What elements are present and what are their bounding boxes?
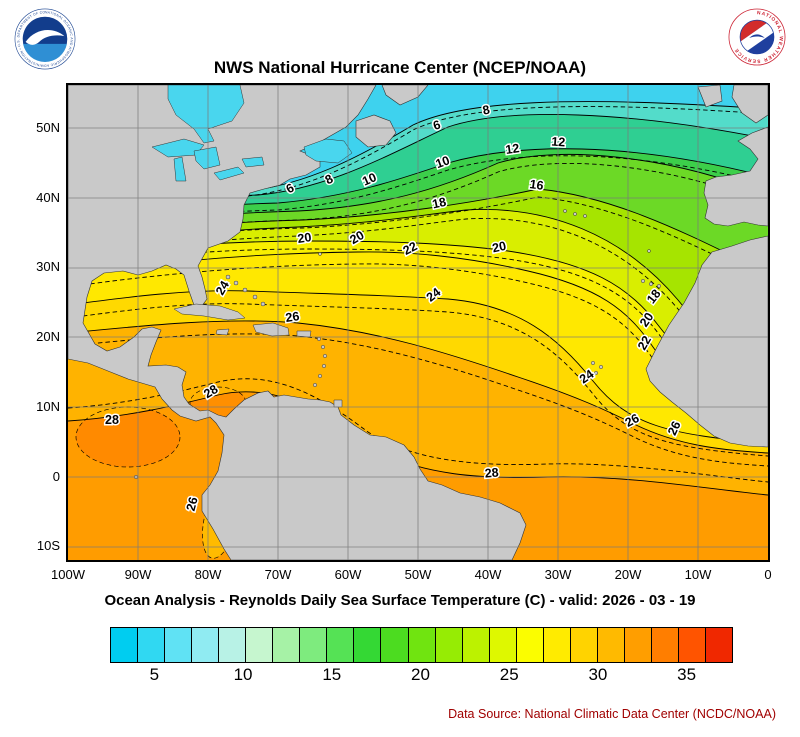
lake-huron bbox=[193, 146, 221, 170]
noaa-logo-svg: NATIONAL OCEANIC AND ATMOSPHERIC ADMINIS… bbox=[14, 8, 76, 70]
colorbar-cell bbox=[516, 628, 544, 662]
puerto-rico bbox=[296, 330, 312, 338]
contour-value-label: 26 bbox=[184, 495, 201, 512]
ireland bbox=[697, 84, 723, 108]
colorbar-cell bbox=[706, 628, 733, 662]
colorbar-cell bbox=[327, 628, 355, 662]
colorbar-cell bbox=[651, 628, 679, 662]
noaa-seagull-icon bbox=[25, 30, 65, 45]
colorbar-cell bbox=[624, 628, 652, 662]
lat-tick-label: 10S bbox=[36, 538, 60, 553]
france-iberia bbox=[703, 126, 769, 227]
lon-tick-label: 100W bbox=[51, 567, 85, 582]
lat-tick-label: 50N bbox=[36, 120, 60, 135]
americas-landmass bbox=[67, 84, 527, 561]
nws-inner-ring bbox=[739, 19, 775, 55]
greenland-tip bbox=[381, 84, 429, 106]
contour-value-label: 28 bbox=[105, 413, 119, 427]
page-title: NWS National Hurricane Center (NCEP/NOAA… bbox=[213, 58, 587, 77]
lon-tick-label: 80W bbox=[194, 567, 222, 582]
lat-tick-label: 10N bbox=[36, 399, 60, 414]
lon-tick-label: 60W bbox=[334, 567, 362, 582]
colorbar-cell bbox=[543, 628, 571, 662]
graticule-layer bbox=[68, 85, 768, 560]
lake-erie bbox=[213, 166, 245, 181]
contour-value-label: 16 bbox=[529, 177, 545, 193]
colorbar-cell bbox=[408, 628, 436, 662]
lat-tick-label: 40N bbox=[36, 190, 60, 205]
lat-tick-label: 30N bbox=[36, 259, 60, 274]
contour-value-label: 12 bbox=[505, 141, 521, 157]
colorbar-cell bbox=[354, 628, 382, 662]
lake-ontario bbox=[241, 156, 265, 168]
contour-value-label: 26 bbox=[285, 309, 301, 325]
colorbar-tick-label: 5 bbox=[149, 665, 160, 684]
colorbar-cell bbox=[435, 628, 463, 662]
contour-value-label: 18 bbox=[431, 195, 448, 212]
data-source-note: Data Source: National Climatic Data Cent… bbox=[448, 707, 776, 721]
lon-tick-label: 10W bbox=[684, 567, 712, 582]
colorbar-cell bbox=[597, 628, 625, 662]
cuba bbox=[173, 303, 246, 321]
nws-logo-svg: NATIONAL WEATHER SERVICE bbox=[728, 8, 786, 66]
map-frame: 6 8 12 12 10 8 6 10 16 18 20 20 22 20 24 26 24 18 20 22 28 28… bbox=[66, 65, 770, 562]
lon-tick-label: 20W bbox=[614, 567, 642, 582]
contour-value-label: 20 bbox=[491, 239, 508, 256]
temperature-colorbar bbox=[110, 627, 733, 663]
lon-tick-label: 90W bbox=[124, 567, 152, 582]
noaa-logo: NATIONAL OCEANIC AND ATMOSPHERIC ADMINIS… bbox=[14, 8, 76, 70]
colorbar-tick-label: 10 bbox=[233, 665, 253, 684]
lon-tick-label: 30W bbox=[544, 567, 572, 582]
africa bbox=[645, 235, 769, 448]
gulf-of-st-lawrence bbox=[303, 138, 353, 164]
hispaniola bbox=[252, 322, 290, 337]
lake-michigan bbox=[173, 156, 187, 182]
nws-bird-icon bbox=[749, 34, 765, 38]
colorbar-cell bbox=[462, 628, 490, 662]
colorbar-tick-label: 15 bbox=[322, 665, 342, 684]
noaa-logo-sea bbox=[23, 43, 67, 62]
jamaica bbox=[215, 328, 230, 336]
colorbar-cell bbox=[111, 628, 139, 662]
colorbar-cell bbox=[165, 628, 193, 662]
colorbar-tick-label: 25 bbox=[499, 665, 519, 684]
lat-tick-label: 20N bbox=[36, 329, 60, 344]
lon-tick-label: 0 bbox=[764, 567, 772, 582]
colorbar-tick-label: 20 bbox=[411, 665, 430, 684]
map-caption: Ocean Analysis - Reynolds Daily Sea Surf… bbox=[104, 592, 696, 609]
contour-value-label: 28 bbox=[484, 465, 499, 480]
lon-tick-label: 50W bbox=[404, 567, 432, 582]
colorbar-cell bbox=[246, 628, 274, 662]
colorbar-cell bbox=[219, 628, 247, 662]
lon-tick-label: 40W bbox=[474, 567, 502, 582]
lon-tick-label: 70W bbox=[264, 567, 292, 582]
hudson-bay bbox=[167, 84, 245, 144]
colorbar-cell bbox=[273, 628, 301, 662]
colorbar-cell bbox=[489, 628, 517, 662]
colorbar-cell bbox=[138, 628, 166, 662]
nws-logo: NATIONAL WEATHER SERVICE bbox=[728, 8, 786, 66]
inland-water bbox=[151, 84, 353, 182]
contour-value-label: 12 bbox=[551, 135, 566, 150]
colorbar-tick-label: 35 bbox=[677, 665, 697, 684]
lat-tick-label: 0 bbox=[52, 469, 60, 484]
newfoundland bbox=[355, 114, 397, 148]
small-islands bbox=[134, 209, 661, 479]
colorbar-cell bbox=[192, 628, 220, 662]
contour-value-label: 20 bbox=[297, 230, 313, 246]
land-layer bbox=[67, 84, 769, 561]
colorbar-tick-label: 30 bbox=[588, 665, 608, 684]
colorbar-cell bbox=[381, 628, 409, 662]
colorbar-cell bbox=[300, 628, 328, 662]
trinidad bbox=[333, 399, 343, 408]
colorbar-cell bbox=[570, 628, 598, 662]
contour-value-label: 10 bbox=[434, 153, 452, 171]
colorbar-cell bbox=[678, 628, 707, 662]
